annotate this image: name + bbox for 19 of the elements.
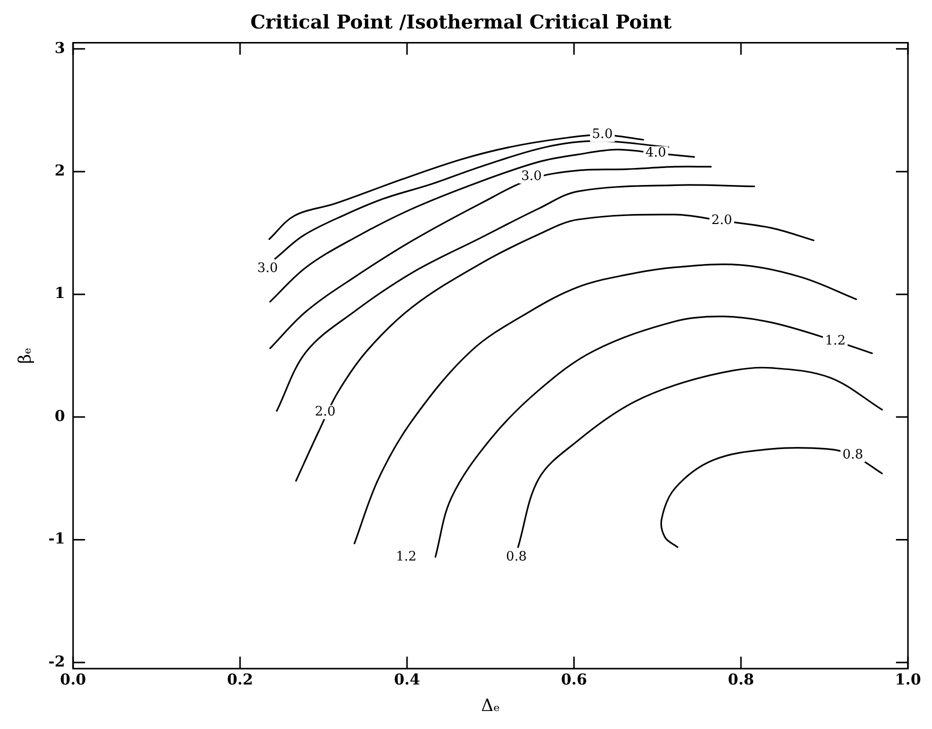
y-tick-label: 1 (54, 284, 66, 302)
x-tick-label: 1.0 (894, 670, 922, 688)
annotation: 3.0 (257, 260, 278, 276)
annotation: 1.2 (396, 549, 417, 564)
y-tick-label: 0 (54, 406, 66, 425)
y-tick-label: -2 (48, 652, 66, 670)
x-tick-label: 0.6 (560, 670, 588, 688)
x-tick-label: 0.8 (728, 670, 754, 688)
y-tick-label: 3 (54, 38, 66, 57)
annotation: 2.0 (314, 404, 336, 420)
x-tick-label: 0.2 (226, 670, 254, 688)
x-tick-label: 0.4 (394, 670, 420, 688)
annotation: 0.8 (506, 549, 527, 564)
y-tick-label: -1 (48, 530, 66, 548)
y-tick-label: 2 (54, 162, 66, 180)
x-axis-title: Δₑ (481, 696, 500, 716)
chart-title: Critical Point /Isothermal Critical Point (250, 11, 672, 34)
y-axis-title: βₑ (16, 347, 36, 364)
x-tick-label: 0.0 (60, 670, 86, 688)
